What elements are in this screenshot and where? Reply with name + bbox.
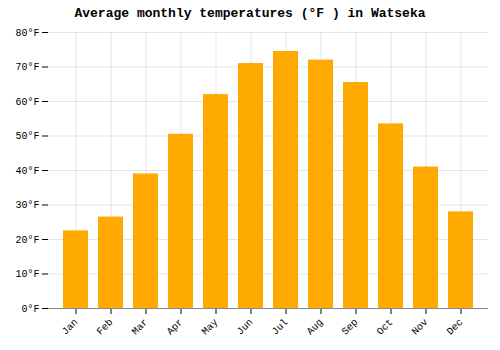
svg-text:Nov: Nov: [410, 317, 431, 338]
svg-text:20°F: 20°F: [15, 235, 39, 246]
html-text:Average monthly temperatures (: Average monthly temperatures (°F ) in Wa…: [74, 6, 426, 21]
svg-text:10°F: 10°F: [15, 269, 39, 280]
svg-text:70°F: 70°F: [15, 62, 39, 73]
svg-text:Oct: Oct: [375, 317, 396, 338]
svg-text:Feb: Feb: [95, 317, 116, 338]
svg-text:Jun: Jun: [235, 317, 256, 338]
svg-text:Dec: Dec: [445, 317, 466, 338]
svg-text:Apr: Apr: [165, 317, 186, 338]
svg-text:30°F: 30°F: [15, 200, 39, 211]
svg-text:May: May: [200, 317, 221, 338]
svg-text:Mar: Mar: [130, 317, 151, 338]
svg-text:0°F: 0°F: [21, 304, 39, 315]
svg-text:Aug: Aug: [305, 317, 326, 338]
svg-text:40°F: 40°F: [15, 166, 39, 177]
svg-text:60°F: 60°F: [15, 97, 39, 108]
svg-text:Jul: Jul: [270, 317, 291, 338]
svg-text:Sep: Sep: [340, 317, 361, 338]
svg-text:80°F: 80°F: [15, 28, 39, 39]
svg-text:Jan: Jan: [60, 317, 81, 338]
svg-text:50°F: 50°F: [15, 131, 39, 142]
